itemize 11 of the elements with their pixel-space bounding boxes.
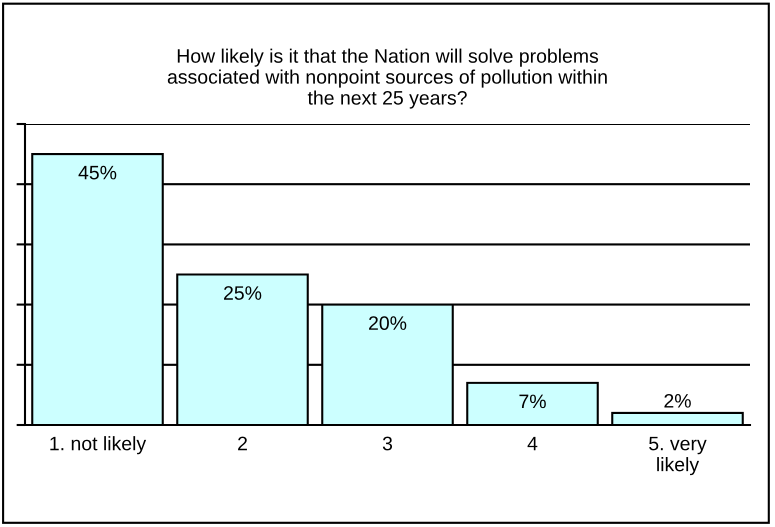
data-label: 25% [224,286,262,300]
data-label: 2% [664,394,691,408]
data-label: 20% [369,316,406,330]
data-label: 7% [519,394,546,408]
x-tick-label: 2 [238,436,247,450]
x-tick-label: 5. very likely [649,436,707,476]
x-tick-label: 4 [528,436,538,450]
chart-title: How likely is it that the Nation will solve problems associated with nonpoint sources of pollution within the next 25 years? [168,48,607,109]
x-tick-label: 1. not likely [50,436,146,454]
data-label: 45% [78,166,116,180]
x-tick-label: 3 [382,436,392,450]
